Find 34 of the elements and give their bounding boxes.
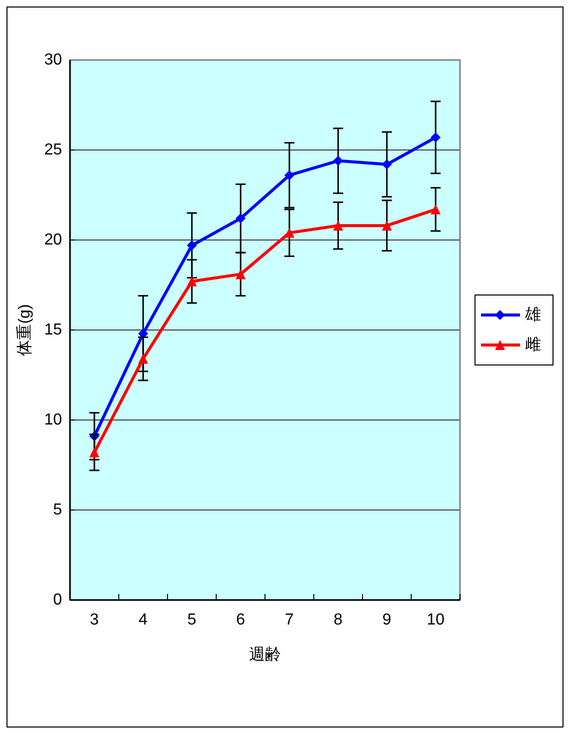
- point: [89, 447, 100, 458]
- point: [284, 170, 294, 180]
- x-tick-label: 9: [382, 612, 392, 628]
- point: [236, 213, 246, 224]
- point: [186, 240, 197, 250]
- point: [138, 328, 148, 339]
- y-tick-label: 15: [44, 322, 62, 338]
- x-axis-title: 週齢: [249, 646, 281, 664]
- point: [430, 204, 441, 214]
- y-tick-label: 25: [44, 142, 62, 158]
- legend-label: 雄: [524, 306, 541, 324]
- x-tick-label: 6: [236, 612, 246, 628]
- point: [382, 159, 392, 170]
- y-tick-label: 10: [44, 412, 62, 428]
- point: [333, 220, 344, 231]
- x-tick-label: 4: [138, 612, 148, 628]
- y-tick-label: 30: [44, 52, 62, 68]
- y-tick-label: 5: [53, 502, 62, 518]
- y-tick-label: 20: [44, 232, 62, 248]
- point: [236, 269, 246, 280]
- x-tick-label: 3: [90, 612, 99, 628]
- point: [382, 220, 392, 231]
- point: [430, 132, 441, 142]
- x-tick-label: 10: [426, 612, 445, 628]
- x-tick-label: 7: [284, 612, 294, 628]
- point: [333, 156, 344, 166]
- point: [138, 354, 148, 364]
- x-tick-label: 8: [334, 612, 343, 628]
- point: [284, 228, 294, 238]
- y-axis-title: 体重(g): [16, 304, 34, 356]
- legend-label: 雌: [525, 336, 541, 354]
- point: [186, 276, 197, 286]
- x-tick-label: 5: [187, 612, 196, 628]
- y-tick-label: 0: [53, 592, 62, 608]
